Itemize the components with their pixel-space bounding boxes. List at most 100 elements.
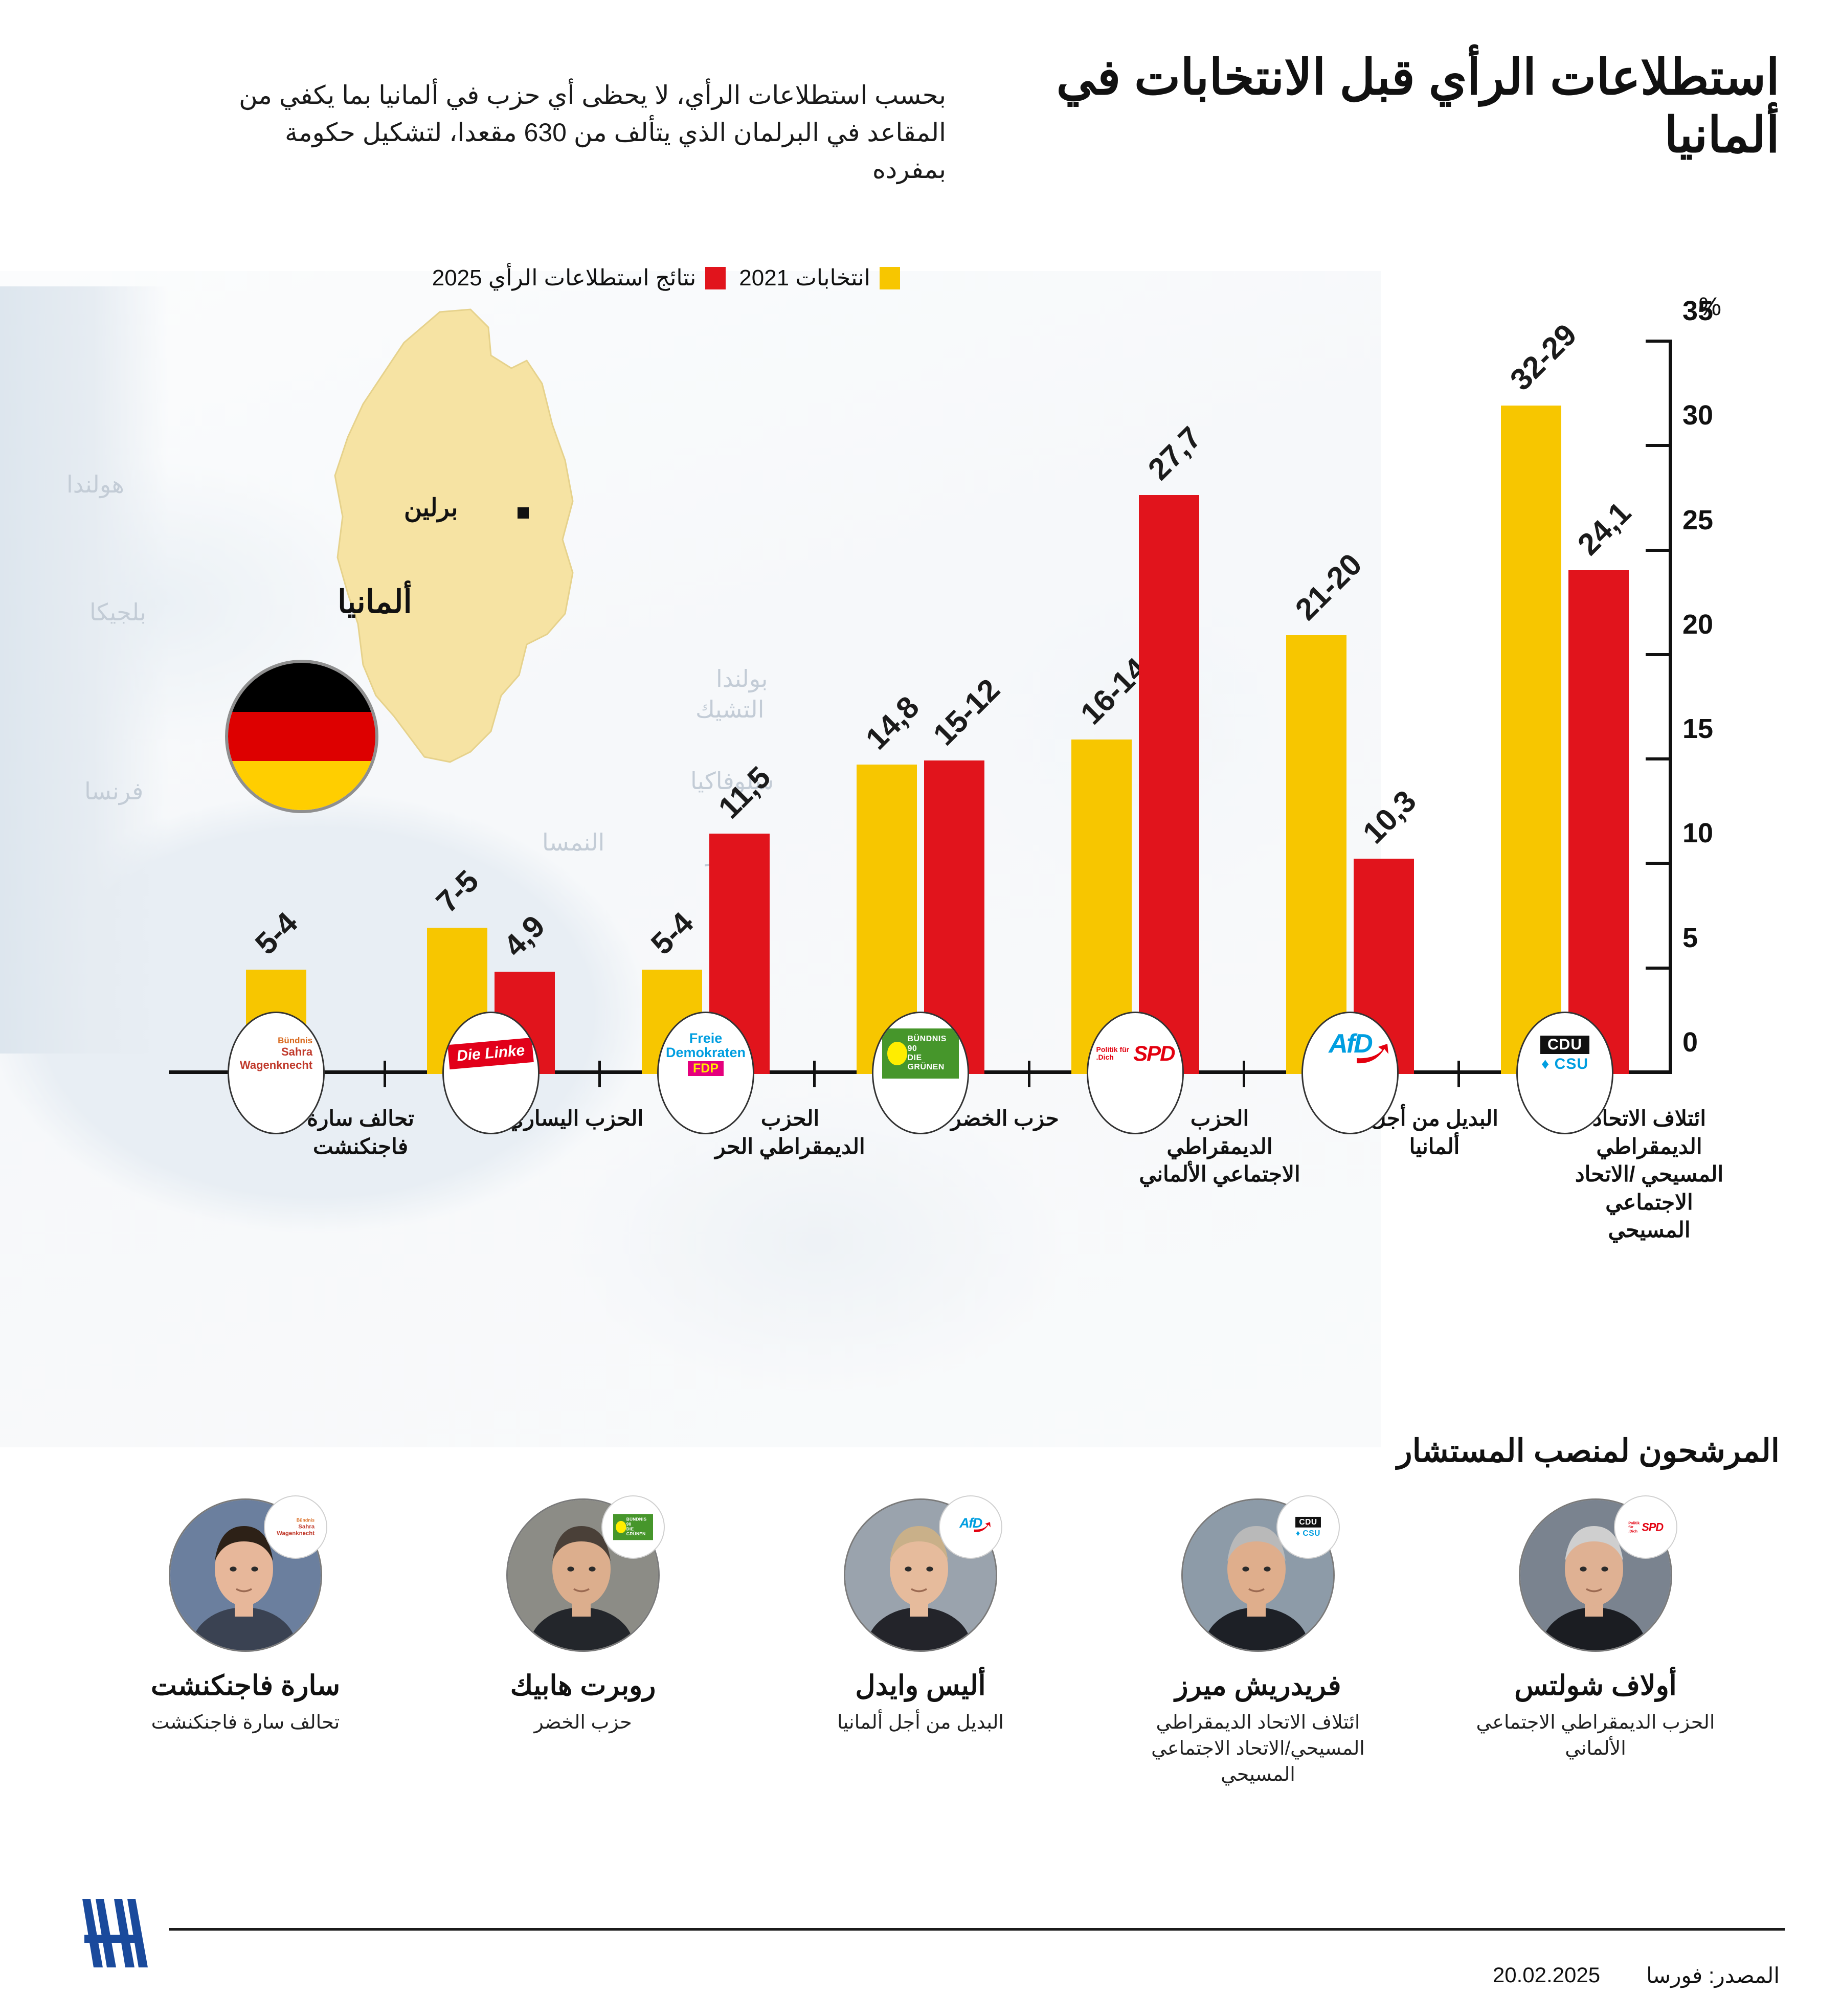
y-axis-line — [1669, 343, 1672, 1074]
map-label-france: فرنسا — [84, 778, 144, 804]
y-tick-label-25: 25 — [1682, 504, 1714, 535]
x-category-label: حزب الخضر — [951, 1106, 1059, 1130]
y-tick-label-35: 35 — [1682, 296, 1714, 326]
candidate-card: SPD Politik für Dich. أولاف شولتس الحزب الدي… — [1463, 1495, 1728, 1816]
x-tick — [1457, 1061, 1460, 1087]
map-label-berlin: برلين — [404, 495, 458, 522]
gruene-logo: BÜNDNIS 90 DIE GRÜNEN — [872, 1012, 969, 1134]
bar-group: 7-5 4,9 Die Linke — [384, 864, 598, 1134]
y-tick-15 — [1646, 757, 1672, 761]
footer-date: 20.02.2025 — [1492, 1963, 1601, 1987]
fdp-logo: Freie Demokraten FDP — [657, 1012, 754, 1134]
x-tick — [1028, 1061, 1030, 1087]
germany-highlighted-shape — [334, 308, 574, 763]
bar-value-label: 15-12 — [926, 672, 1006, 752]
y-tick-label-10: 10 — [1682, 818, 1714, 849]
candidate-party: ائتلاف الاتحاد الديمقراطي المسيحي/الاتحا… — [1151, 1711, 1365, 1786]
candidate-party-badge: BÜNDNIS 90 DIE GRÜNEN — [601, 1495, 665, 1559]
candidate-name: روبرت هابيك — [510, 1670, 656, 1701]
footer-divider — [169, 1928, 1785, 1931]
bar-group: 5-4 Bündnis Sahra Wagenknecht — [169, 905, 384, 1134]
bar-value-label: 4,9 — [497, 908, 552, 964]
page-subtitle: بحسب استطلاعات الرأي، لا يحظى أي حزب في … — [239, 81, 946, 184]
map-label-netherlands: هولندا — [66, 471, 124, 498]
x-category-label: الحزب اليساري — [507, 1106, 644, 1130]
candidate-party-badge: SPD Politik für Dich. — [1614, 1495, 1677, 1559]
anadolu-agency-logo — [82, 1899, 148, 1967]
bar-value-label: 27,7 — [1141, 420, 1208, 487]
candidate-card: BÜNDNIS 90 DIE GRÜNEN روبرت هابيك حزب الخضر — [450, 1495, 716, 1816]
map-label-poland: بولندا — [716, 665, 768, 692]
candidates-section-title: المرشحون لمنصب المستشار — [1397, 1433, 1780, 1469]
y-tick-35 — [1646, 340, 1672, 343]
berlin-marker-icon — [518, 507, 529, 519]
candidate-card: Bündnis Sahra Wagenknecht سارة فاجنكنشت تحال… — [113, 1495, 378, 1816]
bar-value-label: 11,5 — [711, 759, 777, 825]
footer-meta: المصدر: فورسا 20.02.2025 — [1493, 1963, 1780, 1988]
bar-value-label: 14,8 — [859, 689, 926, 756]
page-title: استطلاعات الرأي قبل الانتخابات في ألماني… — [1056, 50, 1780, 163]
legend-label-polls-2025: نتائج استطلاعات الرأي 2025 — [432, 265, 697, 290]
legend-item-elections-2021: انتخابات 2021 — [739, 265, 900, 291]
x-tick — [1243, 1061, 1245, 1087]
bar-value-label: 10,3 — [1356, 783, 1423, 850]
atlantic-sea-area — [0, 286, 169, 1054]
candidate-party-badge: Bündnis Sahra Wagenknecht — [264, 1495, 327, 1559]
candidate-name: سارة فاجنكنشت — [150, 1670, 341, 1701]
map-label-germany: ألمانيا — [338, 585, 412, 620]
x-category-label: ائتلاف الاتحاد الديمقراطي المسيحي /الاتح… — [1575, 1106, 1724, 1242]
y-tick-5 — [1646, 966, 1672, 970]
bar-group: 16-14 27,7 SPD Politik für Dich. — [1028, 420, 1243, 1134]
x-tick — [598, 1061, 601, 1087]
chart-plot-area: % 0 5 10 15 20 25 30 35 5-4 Bündnis Sahra Wagenkne… — [169, 292, 1721, 1134]
candidate-name: فريدريش ميرز — [1175, 1670, 1341, 1701]
afd-logo: AfD — [1301, 1012, 1399, 1134]
legend-swatch-red — [705, 266, 726, 289]
candidate-party: البديل من أجل ألمانيا — [837, 1711, 1004, 1733]
candidate-party: الحزب الديمقراطي الاجتماعي الألماني — [1476, 1711, 1715, 1760]
legend-swatch-yellow — [880, 266, 900, 289]
legend-label-elections-2021: انتخابات 2021 — [739, 265, 870, 290]
x-category-label: الحزب الديمقراطي الاجتماعي الألماني — [1139, 1106, 1300, 1186]
y-tick-label-20: 20 — [1682, 609, 1714, 640]
candidate-party-badge: AfD — [939, 1495, 1002, 1559]
candidate-portrait-wrap: Bündnis Sahra Wagenknecht — [169, 1495, 327, 1652]
y-tick-label-15: 15 — [1682, 713, 1714, 745]
candidate-portrait-wrap: BÜNDNIS 90 DIE GRÜNEN — [506, 1495, 665, 1652]
candidate-card: CDU CSU ♦ فريدريش ميرز ائتلاف الاتحاد الديم… — [1125, 1495, 1391, 1816]
bar-group: 21-20 10,3 AfD — [1243, 547, 1457, 1134]
y-tick-30 — [1646, 444, 1672, 447]
map-label-belgium: بلجيكا — [89, 599, 147, 625]
candidates-list: Bündnis Sahra Wagenknecht سارة فاجنكنشت تحال… — [0, 1495, 1841, 1816]
candidate-party: تحالف سارة فاجنكنشت — [151, 1711, 340, 1733]
candidate-party-badge: CDU CSU ♦ — [1276, 1495, 1340, 1559]
y-axis-unit-label: % — [1698, 292, 1721, 321]
y-tick-label-5: 5 — [1682, 922, 1698, 953]
candidate-card: AfD أليس وايدل البديل من أجل ألمانيا — [788, 1495, 1053, 1816]
x-tick — [384, 1061, 386, 1087]
x-tick — [813, 1061, 816, 1087]
bar-value-label: 24,1 — [1570, 495, 1637, 562]
map-label-slovakia: سلوفاكيا — [690, 768, 774, 794]
footer-source: المصدر: فورسا — [1646, 1963, 1780, 1987]
y-tick-label-30: 30 — [1682, 400, 1714, 431]
candidate-portrait-wrap: SPD Politik für Dich. — [1519, 1495, 1677, 1652]
y-tick-0 — [1646, 1071, 1672, 1074]
legend-item-polls-2025: نتائج استطلاعات الرأي 2025 — [432, 265, 726, 291]
y-tick-20 — [1646, 653, 1672, 656]
candidate-portrait-wrap: CDU CSU ♦ — [1181, 1495, 1340, 1652]
x-category-label: تحالف سارة فاجنكنشت — [307, 1106, 414, 1158]
y-tick-10 — [1646, 862, 1672, 865]
bar-value-label: 5-4 — [644, 905, 700, 961]
bar-election2021: 32-29 — [1501, 317, 1583, 1074]
bar-value-label: 7-5 — [429, 863, 485, 920]
bar-poll2025: 24,1 — [1568, 496, 1637, 1074]
bar-group: 5-4 11,5 Freie Demokraten FDP — [598, 760, 813, 1134]
poll-bar-chart: % 0 5 10 15 20 25 30 35 5-4 Bündnis Sahra Wagenkne… — [0, 286, 1841, 1473]
y-tick-25 — [1646, 548, 1672, 552]
die-linke-logo: Die Linke — [442, 1012, 540, 1134]
candidate-party: حزب الخضر — [534, 1711, 632, 1733]
bsw-logo: Bündnis Sahra Wagenknecht — [228, 1012, 325, 1134]
bar-poll2025: 27,7 — [1139, 420, 1208, 1074]
bar-group: 32-29 24,1 CDU CSU ♦ — [1457, 317, 1672, 1134]
